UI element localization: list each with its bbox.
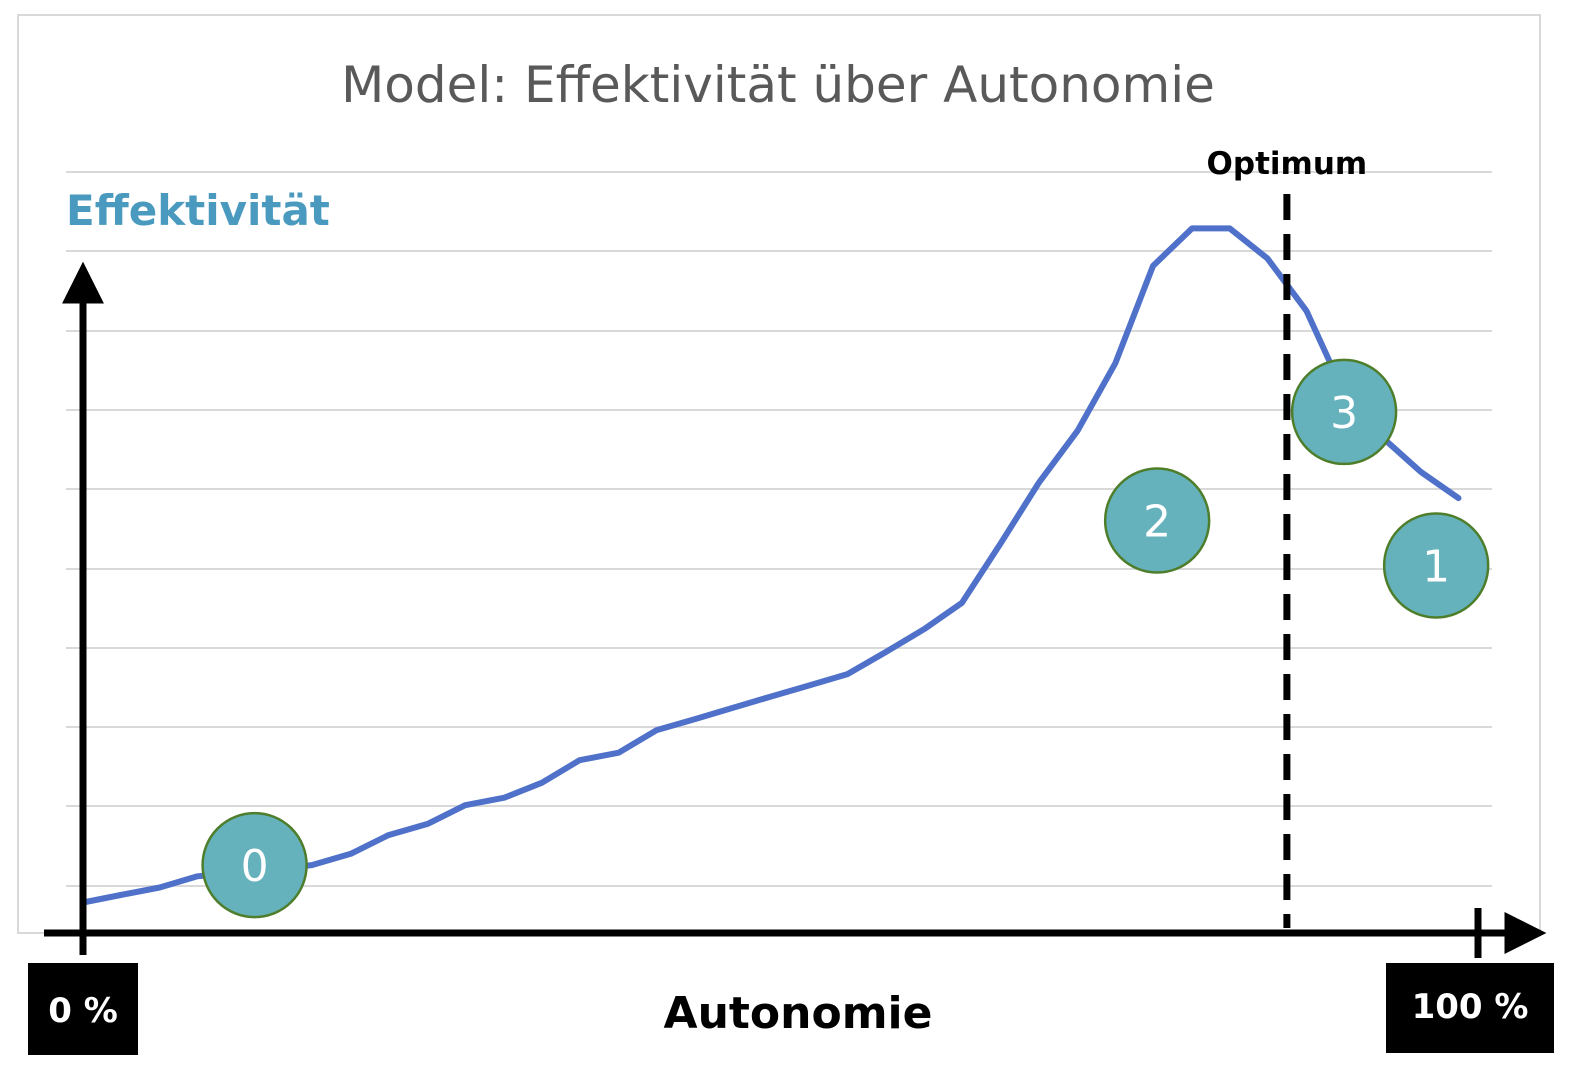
x-max-label: 100 % bbox=[1412, 987, 1529, 1027]
marker-label-0: 0 bbox=[241, 841, 269, 892]
marker-1: 1 bbox=[1382, 512, 1490, 619]
marker-3: 3 bbox=[1290, 358, 1398, 466]
gridlines bbox=[66, 171, 1492, 887]
marker-0: 0 bbox=[201, 811, 308, 919]
marker-label-3: 3 bbox=[1330, 388, 1358, 439]
marker-circle-3 bbox=[1290, 358, 1398, 466]
x-max-box bbox=[1386, 963, 1554, 1053]
x-axis-label: Autonomie bbox=[664, 988, 933, 1039]
marker-2: 2 bbox=[1103, 467, 1211, 574]
marker-label-2: 2 bbox=[1143, 497, 1171, 548]
y-axis-label: Effektivität bbox=[66, 186, 330, 235]
series-line-0 bbox=[80, 225, 1462, 906]
optimum-label: Optimum bbox=[1207, 146, 1368, 182]
series-layer bbox=[80, 225, 1462, 906]
marker-circle-2 bbox=[1103, 467, 1211, 574]
marker-circle-1 bbox=[1382, 512, 1490, 619]
annotation-layer: Optimum bbox=[1207, 146, 1368, 928]
marker-circle-0 bbox=[201, 811, 308, 919]
chart-title: Model: Effektivität über Autonomie bbox=[341, 56, 1215, 114]
marker-label-1: 1 bbox=[1422, 541, 1450, 592]
x-min-box bbox=[28, 963, 138, 1055]
x-min-label: 0 % bbox=[48, 991, 118, 1031]
marker-layer: 0 2 3 1 bbox=[201, 358, 1490, 919]
